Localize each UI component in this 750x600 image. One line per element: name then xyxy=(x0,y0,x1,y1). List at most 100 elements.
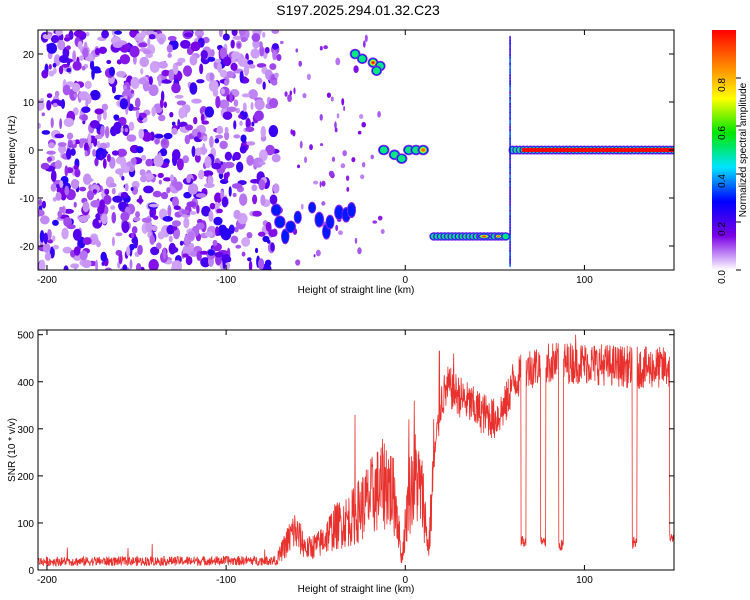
noise-cell xyxy=(167,35,177,42)
noise-cell xyxy=(224,79,228,85)
noise-cell xyxy=(284,91,288,97)
noise-cell xyxy=(211,162,222,170)
noise-cell xyxy=(84,150,88,157)
noise-cell xyxy=(237,57,249,67)
noise-cell xyxy=(79,250,88,261)
noise-cell xyxy=(190,41,201,52)
noise-cell xyxy=(172,62,179,75)
noise-cell xyxy=(47,229,52,240)
noise-cell xyxy=(187,183,199,195)
noise-cell xyxy=(313,180,319,185)
noise-cell xyxy=(131,226,138,234)
noise-cell xyxy=(334,121,337,129)
noise-cell xyxy=(224,151,233,161)
noise-cell xyxy=(38,259,46,270)
noise-cell xyxy=(346,186,350,192)
band-edge-streak xyxy=(509,76,511,80)
noise-cell xyxy=(52,62,57,68)
noise-cell xyxy=(73,246,81,256)
band-edge-streak xyxy=(509,205,511,210)
noise-cell xyxy=(157,172,164,179)
noise-cell xyxy=(209,202,216,210)
noise-cell xyxy=(169,174,174,182)
noise-cell xyxy=(151,225,158,232)
noise-cell xyxy=(48,63,52,70)
upper-blob xyxy=(371,61,375,64)
noise-cell xyxy=(292,129,296,137)
noise-cell xyxy=(118,201,128,211)
band-edge-streak xyxy=(509,243,511,247)
band-edge-streak xyxy=(509,263,511,268)
noise-cell xyxy=(73,164,79,170)
noise-cell xyxy=(357,247,362,255)
noise-cell xyxy=(214,192,222,204)
noise-cell xyxy=(202,170,214,177)
noise-cell xyxy=(287,94,292,102)
noise-cell xyxy=(189,82,198,95)
noise-cell xyxy=(180,39,191,49)
noise-cell xyxy=(39,215,50,225)
noise-cell xyxy=(334,127,338,133)
noise-cell xyxy=(93,138,98,147)
noise-cell xyxy=(335,224,339,232)
noise-cell xyxy=(279,40,284,45)
band-edge-streak xyxy=(509,67,511,72)
noise-cell xyxy=(136,198,144,203)
noise-cell xyxy=(160,191,169,200)
noise-cell xyxy=(194,153,201,163)
noise-cell xyxy=(304,156,308,164)
noise-cell xyxy=(166,224,175,235)
noise-cell xyxy=(357,130,362,135)
band-edge-streak xyxy=(509,47,511,52)
noise-cell xyxy=(251,184,258,192)
noise-cell xyxy=(109,182,117,188)
upper-blob xyxy=(372,67,381,75)
lower-track-blob xyxy=(334,205,344,219)
noise-cell xyxy=(238,114,243,119)
upper-blob xyxy=(351,50,359,58)
band-edge-streak xyxy=(509,133,511,138)
band-edge-streak xyxy=(509,119,511,124)
noise-cell xyxy=(120,211,130,222)
noise-cell xyxy=(248,89,258,100)
noise-cell xyxy=(137,244,143,255)
noise-cell xyxy=(184,32,194,38)
noise-cell xyxy=(257,231,266,237)
noise-cell xyxy=(264,47,270,54)
noise-cell xyxy=(94,157,99,167)
band-edge-streak xyxy=(509,104,511,109)
noise-cell xyxy=(138,128,145,140)
noise-cell xyxy=(150,246,160,256)
noise-cell xyxy=(135,263,142,270)
noise-cell xyxy=(225,71,235,79)
band-edge-streak xyxy=(509,231,511,236)
noise-cell xyxy=(245,118,251,129)
noise-cell xyxy=(79,186,87,192)
noise-cell xyxy=(84,80,92,90)
lower-track-blob xyxy=(275,216,285,228)
noise-cell xyxy=(226,171,230,178)
lower-track-blob xyxy=(315,212,324,227)
noise-cell xyxy=(309,144,313,151)
noise-cell xyxy=(271,43,279,50)
noise-cell xyxy=(271,30,280,34)
noise-cell xyxy=(99,154,104,161)
noise-cell xyxy=(299,140,303,149)
colorbar-tick-label: 0.0 xyxy=(717,270,728,284)
band-edge-streak xyxy=(509,122,511,126)
noise-cell xyxy=(66,68,72,73)
noise-cell xyxy=(342,150,347,157)
noise-cell xyxy=(167,53,172,58)
noise-cell xyxy=(220,88,226,95)
noise-cell xyxy=(268,97,279,109)
noise-cell xyxy=(201,205,211,217)
noise-cell xyxy=(241,236,251,247)
noise-cell xyxy=(134,97,141,109)
noise-cell xyxy=(182,155,190,164)
noise-cell xyxy=(110,205,116,210)
noise-cell xyxy=(174,94,184,99)
noise-cell xyxy=(345,175,350,181)
noise-cell xyxy=(173,205,181,211)
